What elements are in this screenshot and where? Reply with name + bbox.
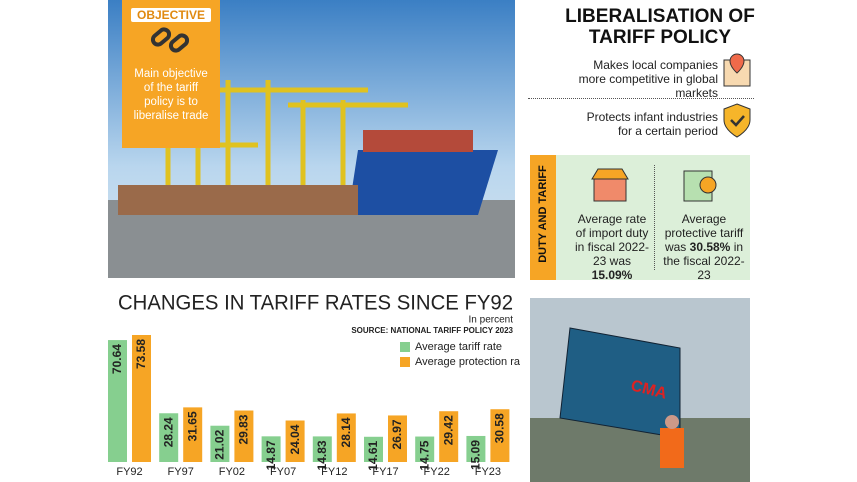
- legend-swatch: [400, 357, 410, 367]
- value-label: 15.09: [469, 440, 483, 470]
- duty-box: [530, 155, 750, 280]
- port-photo: [108, 0, 515, 278]
- card-figure: 15.09%: [591, 268, 633, 282]
- bar: [466, 435, 486, 462]
- bar: [159, 413, 179, 462]
- store-icon: [591, 168, 629, 202]
- value-label: 31.65: [185, 411, 199, 441]
- duty-card: Average protective tariff was 30.58% in …: [658, 212, 750, 282]
- objective-text: Main objective of the tariff policy is t…: [133, 68, 209, 122]
- value-label: 24.04: [288, 424, 302, 454]
- x-tick-label: FY92: [116, 466, 142, 478]
- value-label: 28.24: [161, 417, 175, 447]
- legend-label: Average tariff rate: [415, 341, 502, 353]
- container-photo: CMA: [530, 298, 750, 482]
- value-label: 14.83: [315, 440, 329, 470]
- x-tick-label: FY22: [424, 466, 450, 478]
- bar: [490, 409, 510, 462]
- chain-icon: [150, 27, 190, 53]
- value-label: 28.14: [339, 417, 353, 447]
- duty-card: Average rate of import duty in fiscal 20…: [572, 212, 652, 282]
- map-icon: [723, 53, 751, 87]
- bar: [234, 410, 254, 462]
- money-icon: [683, 170, 717, 202]
- legend-label: Average protection rate: [415, 356, 520, 368]
- legend-swatch: [400, 342, 410, 352]
- card-text: Average rate of import duty in fiscal 20…: [574, 212, 650, 268]
- card-text: in the fiscal 2022-23: [663, 240, 745, 282]
- objective-box: OBJECTIVE Main objective of the tariff p…: [122, 0, 220, 148]
- panel-title: LIBERALISATION OF TARIFF POLICY: [565, 6, 755, 48]
- card-text: Average protective tariff was: [664, 212, 744, 254]
- value-label: 21.02: [213, 429, 227, 459]
- panel-item: Makes local companies more competitive i…: [578, 58, 718, 100]
- divider: [654, 165, 655, 270]
- chart-title: CHANGES IN TARIFF RATES SINCE FY92: [118, 292, 513, 315]
- value-label: 73.58: [134, 339, 148, 369]
- value-label: 14.87: [264, 440, 278, 470]
- value-label: 29.83: [237, 414, 251, 444]
- shield-icon: [723, 103, 751, 138]
- value-label: 26.97: [390, 419, 404, 449]
- bar: [336, 413, 356, 462]
- bar: [439, 411, 459, 462]
- value-label: 30.58: [493, 413, 507, 443]
- card-figure: 30.58%: [689, 240, 731, 254]
- bar: [364, 436, 383, 462]
- value-label: 29.42: [441, 415, 455, 445]
- bar: [132, 335, 151, 462]
- value-label: 70.64: [110, 344, 124, 374]
- x-tick-label: FY07: [270, 466, 296, 478]
- panel-item: Protects infant industries for a certain…: [586, 110, 718, 138]
- x-tick-label: FY23: [475, 466, 501, 478]
- bar: [183, 407, 203, 462]
- x-tick-label: FY97: [168, 466, 194, 478]
- divider: [528, 98, 754, 99]
- bar: [108, 340, 127, 462]
- x-tick-label: FY12: [321, 466, 347, 478]
- bar: [261, 436, 281, 462]
- chart-subtitle: In percent: [469, 315, 514, 326]
- x-tick-label: FY02: [219, 466, 245, 478]
- bar: [285, 420, 305, 462]
- value-label: 14.75: [417, 440, 431, 470]
- x-tick-label: FY17: [372, 466, 398, 478]
- objective-label: OBJECTIVE: [131, 8, 211, 22]
- bar: [312, 436, 332, 462]
- bar: [388, 415, 407, 462]
- chart-source: SOURCE: NATIONAL TARIFF POLICY 2023: [351, 326, 513, 335]
- bar: [210, 425, 230, 462]
- duty-label-bar: [530, 155, 556, 280]
- value-label: 14.61: [366, 440, 380, 470]
- duty-label: DUTY AND TARIFF: [537, 165, 549, 263]
- chart: CHANGES IN TARIFF RATES SINCE FY92 In pe…: [108, 292, 520, 478]
- bar: [415, 436, 435, 462]
